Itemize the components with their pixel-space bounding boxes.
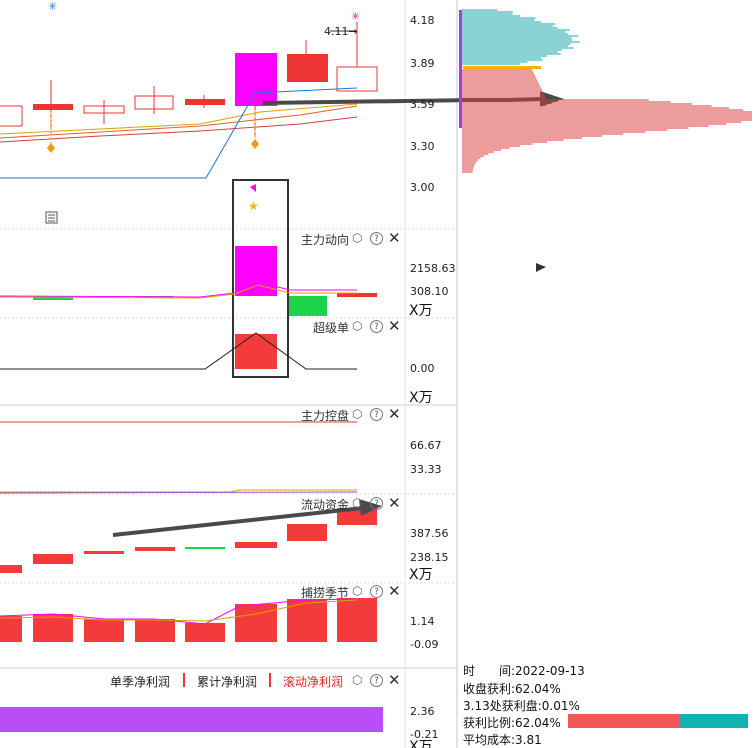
candle: [336, 66, 378, 92]
help-icon[interactable]: ?: [370, 232, 383, 245]
tab-rolling-profit[interactable]: 滚动净利润: [283, 675, 344, 689]
season-bar: [235, 604, 277, 642]
price-tick: 3.00: [410, 181, 435, 194]
close-icon[interactable]: ✕: [388, 582, 401, 600]
price-tick: 3.89: [410, 57, 435, 70]
axis-tick: 33.33: [410, 463, 442, 476]
close-icon[interactable]: ✕: [388, 405, 401, 423]
help-icon[interactable]: ?: [370, 674, 383, 687]
close-profit: 收盘获利:62.04%: [463, 682, 561, 696]
unit-label: X万: [409, 390, 433, 406]
panel-title-season: 捕捞季节: [301, 586, 350, 600]
signal-diamond: [251, 139, 259, 149]
axis-tick: 2158.63: [410, 262, 456, 275]
season-bar: [337, 598, 377, 642]
profit-bar: [0, 707, 383, 732]
candle: [235, 53, 277, 106]
ma-line-gold: [0, 103, 358, 135]
flow-bar: [135, 547, 175, 551]
panel-title-flow: 流动资金: [301, 498, 350, 512]
play-arrow-icon: [536, 263, 546, 272]
position-profit: 3.13处获利盘:0.01%: [463, 699, 580, 713]
unit-label: X万: [409, 740, 433, 748]
settings-icon[interactable]: ⬡: [352, 496, 363, 510]
chip-info-time: 时 间:2022-09-13: [463, 662, 585, 679]
season-bar: [0, 616, 22, 642]
help-icon[interactable]: ?: [370, 497, 383, 510]
help-icon[interactable]: ?: [370, 320, 383, 333]
help-icon[interactable]: ?: [370, 585, 383, 598]
unit-label: X万: [409, 303, 433, 319]
flow-bar: [33, 554, 73, 564]
flow-bar: [235, 542, 277, 548]
candle: [33, 104, 73, 110]
candle: [287, 54, 328, 82]
season-bar: [185, 623, 225, 642]
panel-title-main-force: 主力动向: [301, 233, 350, 247]
candle: [185, 99, 225, 105]
super-order-bar: [235, 334, 277, 369]
svg-text:✳: ✳: [351, 10, 360, 23]
axis-tick: 66.67: [410, 439, 442, 452]
price-tick: 3.59: [410, 98, 435, 111]
close-icon[interactable]: ✕: [388, 229, 401, 247]
flow-bar: [185, 547, 225, 549]
time-value: 2022-09-13: [515, 664, 585, 678]
settings-icon[interactable]: ⬡: [352, 319, 363, 333]
ma-line-orange: [0, 105, 358, 139]
season-bar: [84, 619, 124, 642]
average-cost: 平均成本:3.81: [463, 733, 542, 747]
close-icon[interactable]: ✕: [388, 494, 401, 512]
main-force-bar: [289, 296, 327, 316]
axis-tick: -0.21: [410, 728, 439, 741]
axis-tick: 0.00: [410, 362, 435, 375]
time-label: 时 间:: [463, 664, 516, 678]
settings-icon[interactable]: ⬡: [352, 584, 363, 598]
axis-tick: 308.10: [410, 285, 449, 298]
flow-bar: [287, 524, 327, 541]
ma-line-red: [0, 116, 358, 143]
high-price-annotation: 4.11→: [324, 25, 358, 38]
main-force-bar: [33, 296, 73, 300]
season-bar: [33, 614, 73, 642]
profit-ratio-bar-red: [568, 714, 680, 728]
panel-title-super-order: 超级单: [313, 321, 350, 335]
close-icon[interactable]: ✕: [388, 671, 401, 689]
candle: [0, 105, 23, 127]
axis-tick: 387.56: [410, 527, 449, 540]
tab-cumulative-profit[interactable]: 累计净利润: [197, 675, 258, 689]
price-tick: 4.18: [410, 14, 435, 27]
settings-icon[interactable]: ⬡: [352, 673, 363, 687]
svg-text:★: ★: [248, 199, 259, 213]
axis-tick: 2.36: [410, 705, 435, 718]
tab-single-quarter-profit[interactable]: 单季净利润: [110, 675, 171, 689]
profit-ratio: 获利比例:62.04%: [463, 716, 561, 730]
signal-diamond: [47, 143, 55, 153]
candle: [134, 95, 174, 110]
price-tick: 3.30: [410, 140, 435, 153]
profit-ratio-bar-teal: [680, 714, 748, 728]
chip-distribution: [462, 9, 752, 173]
main-force-bar: [337, 293, 377, 297]
help-icon[interactable]: ?: [370, 408, 383, 421]
axis-tick: 238.15: [410, 551, 449, 564]
ma-line-blue: [0, 87, 358, 179]
settings-icon[interactable]: ⬡: [352, 231, 363, 245]
svg-text:✳: ✳: [48, 0, 57, 13]
panel-title-control: 主力控盘: [301, 409, 350, 423]
unit-label: X万: [409, 567, 433, 583]
season-bar: [135, 619, 175, 642]
settings-icon[interactable]: ⬡: [352, 407, 363, 421]
close-icon[interactable]: ✕: [388, 317, 401, 335]
candlesticks: [0, 22, 378, 136]
flow-bar: [84, 551, 124, 554]
axis-tick: -0.09: [410, 638, 439, 651]
flow-bar: [0, 565, 22, 573]
axis-tick: 1.14: [410, 615, 435, 628]
candle: [83, 105, 125, 114]
